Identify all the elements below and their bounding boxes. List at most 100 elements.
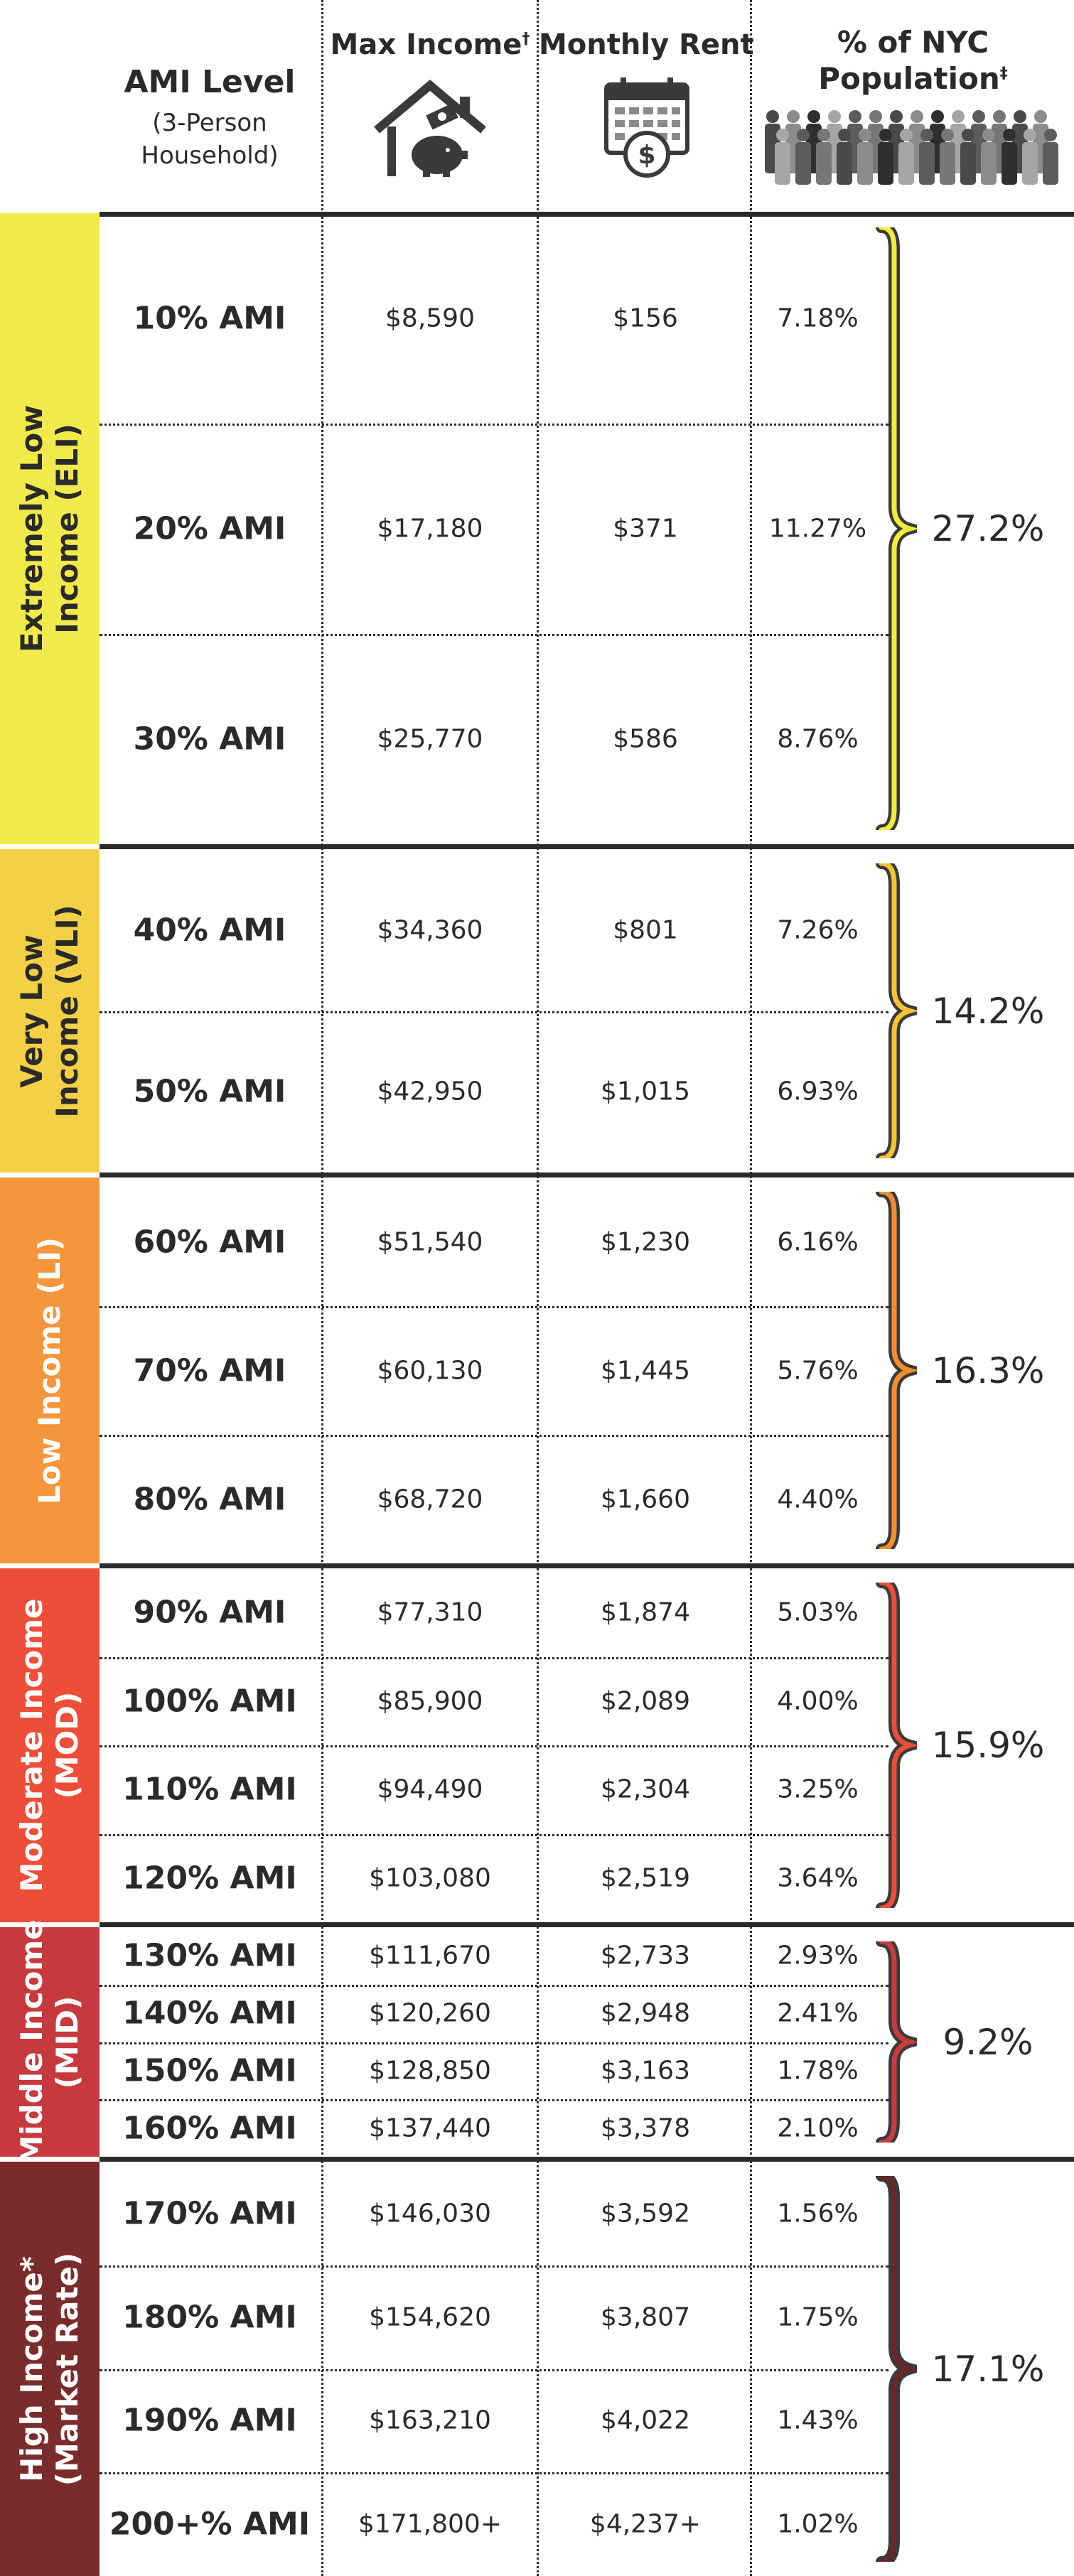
- population-pct-cell: 5.76%: [777, 1356, 859, 1385]
- row-divider: [100, 1011, 888, 1013]
- band-label-li: Low Income (LI): [32, 1237, 68, 1504]
- divider-rent: [537, 0, 539, 2576]
- row-divider: [100, 1745, 888, 1747]
- band-label-line1: Extremely Low: [14, 404, 49, 653]
- max-income-cell: $171,800+: [358, 2509, 502, 2539]
- band-separator: [100, 1922, 1074, 1927]
- population-pct-cell: 4.00%: [777, 1686, 859, 1716]
- monthly-rent-cell: $801: [613, 915, 678, 945]
- population-pct-cell: 1.56%: [777, 2199, 859, 2229]
- ami-level-cell: 120% AMI: [122, 1860, 297, 1897]
- population-pct-cell: 7.18%: [777, 303, 859, 333]
- row-divider: [100, 2472, 888, 2475]
- monthly-rent-cell: $1,445: [601, 1356, 690, 1385]
- population-pct-cell: 5.03%: [777, 1597, 859, 1627]
- ami-level-cell: 200+% AMI: [109, 2506, 311, 2543]
- population-pct-cell: 6.16%: [777, 1227, 859, 1256]
- band-high: High Income* (Market Rate): [0, 2162, 100, 2576]
- band-mod: Moderate Income (MOD): [0, 1568, 100, 1922]
- population-pct-cell: 3.25%: [777, 1774, 859, 1804]
- row-divider: [100, 1833, 888, 1836]
- ami-level-cell: 130% AMI: [122, 1937, 297, 1974]
- household-note: (3-Person Household): [141, 109, 279, 170]
- ami-level-cell: 40% AMI: [133, 912, 286, 949]
- band-label-line2: (MOD): [50, 1691, 85, 1799]
- divider-income: [321, 0, 323, 2576]
- dagger-mark: †: [522, 30, 530, 48]
- monthly-rent-cell: $2,733: [601, 1941, 690, 1971]
- max-income-header: Max Income†: [330, 28, 530, 61]
- max-income-cell: $8,590: [385, 303, 475, 333]
- band-label-line1: Moderate Income: [14, 1598, 49, 1892]
- max-income-cell: $77,310: [377, 1597, 483, 1627]
- band-separator: [100, 1173, 1074, 1177]
- band-eli: Extremely Low Income (ELI): [0, 213, 100, 844]
- band-mid: Middle Income (MID): [0, 1919, 100, 2165]
- ami-level-cell: 190% AMI: [122, 2402, 297, 2439]
- svg-text:$: $: [638, 141, 655, 170]
- band-separator: [100, 2157, 1074, 2162]
- brace-mod: [876, 1583, 917, 1908]
- max-income-cell: $128,850: [369, 2056, 491, 2086]
- monthly-rent-cell: $2,948: [601, 1998, 690, 2028]
- ami-level-cell: 170% AMI: [122, 2195, 297, 2232]
- monthly-rent-cell: $3,163: [601, 2056, 690, 2086]
- ami-level-header: AMI Level: [124, 64, 296, 100]
- row-divider: [100, 1656, 888, 1659]
- monthly-rent-cell: $1,015: [601, 1077, 690, 1106]
- double-dagger-mark: ‡: [999, 65, 1008, 82]
- population-pct-cell: 1.02%: [777, 2509, 859, 2539]
- ami-level-cell: 90% AMI: [133, 1594, 286, 1631]
- ami-level-cell: 180% AMI: [122, 2299, 297, 2336]
- monthly-rent-cell: $156: [613, 303, 678, 333]
- monthly-rent-cell: $3,807: [601, 2302, 690, 2332]
- row-divider: [100, 1306, 888, 1308]
- band-label-vli: Very Low Income (VLI): [14, 905, 85, 1117]
- ami-level-cell: 20% AMI: [133, 510, 286, 547]
- band-label-mid: Middle Income (MID): [14, 1919, 85, 2165]
- max-income-cell: $34,360: [377, 915, 483, 945]
- row-divider: [100, 424, 888, 426]
- monthly-rent-cell: $586: [613, 724, 678, 754]
- max-income-cell: $25,770: [377, 724, 483, 754]
- band-label-line2: (MID): [50, 1995, 85, 2089]
- ami-level-cell: 30% AMI: [133, 721, 286, 758]
- band-total-eli: 27.2%: [931, 508, 1045, 549]
- population-pct-cell: 3.64%: [777, 1863, 859, 1893]
- row-divider: [100, 1435, 888, 1437]
- max-income-cell: $94,490: [377, 1774, 483, 1804]
- band-total-vli: 14.2%: [931, 990, 1045, 1032]
- monthly-rent-cell: $4,237+: [589, 2509, 702, 2539]
- population-pct-cell: 2.93%: [777, 1941, 859, 1971]
- population-pct-cell: 6.93%: [777, 1077, 859, 1106]
- monthly-rent-header: Monthly Rent: [539, 28, 754, 61]
- max-income-cell: $111,670: [369, 1941, 491, 1971]
- monthly-rent-cell: $3,592: [601, 2199, 690, 2229]
- max-income-cell: $60,130: [377, 1356, 483, 1385]
- monthly-rent-cell: $371: [613, 514, 678, 544]
- row-divider: [100, 2042, 888, 2044]
- population-pct-cell: 7.26%: [777, 915, 859, 945]
- band-vli: Very Low Income (VLI): [0, 849, 100, 1173]
- population-pct-cell: 4.40%: [777, 1484, 859, 1514]
- row-divider: [100, 2099, 888, 2102]
- band-total-mod: 15.9%: [931, 1725, 1045, 1766]
- max-income-cell: $154,620: [369, 2302, 491, 2332]
- band-label-line1: High Income*: [14, 2256, 49, 2482]
- max-income-cell: $42,950: [377, 1077, 483, 1106]
- monthly-rent-cell: $4,022: [601, 2405, 690, 2435]
- row-divider: [100, 2265, 888, 2268]
- divider-population: [750, 0, 752, 2576]
- band-label-mod: Moderate Income (MOD): [14, 1599, 85, 1892]
- brace-eli: [876, 227, 917, 830]
- max-income-cell: $17,180: [377, 514, 483, 544]
- ami-level-cell: 110% AMI: [122, 1771, 297, 1808]
- monthly-rent-cell: $2,304: [601, 1774, 690, 1804]
- ami-level-cell: 140% AMI: [122, 1995, 297, 2032]
- max-income-cell: $120,260: [369, 1998, 491, 2028]
- population-pct-cell: 2.41%: [777, 1998, 859, 2028]
- ami-level-cell: 70% AMI: [133, 1352, 286, 1389]
- brace-high: [876, 2176, 917, 2562]
- population-header: % of NYC Population‡: [752, 27, 1074, 95]
- population-pct-cell: 1.75%: [777, 2302, 859, 2332]
